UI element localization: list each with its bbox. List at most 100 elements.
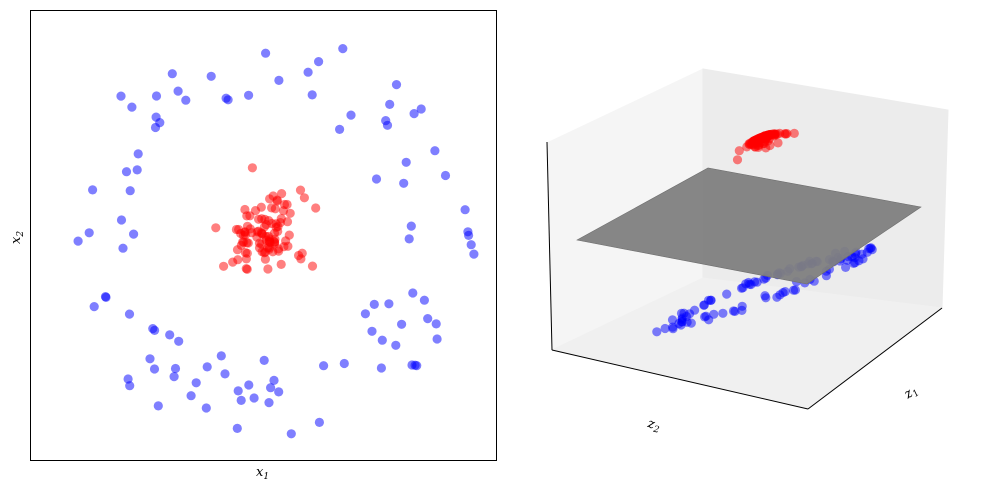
data-point-blue [125,186,135,196]
data-point-blue [121,167,132,177]
data-point-red [277,189,287,199]
data-point-red [264,236,274,246]
data-point-blue [191,378,201,388]
data-point-blue [431,319,441,329]
data-point-blue [407,360,417,370]
data-point-blue [173,86,183,96]
data-point-3d-red [789,128,799,138]
data-point-blue [221,93,231,103]
data-point-blue [360,309,370,319]
data-point-3d-blue [737,301,747,311]
scatter-2d-chart: x1 x2 [9,10,497,482]
data-point-3d-blue [730,306,740,316]
data-point-blue [416,104,426,114]
data-point-red [250,206,261,216]
data-point-blue [153,401,163,411]
data-point-blue [165,330,175,340]
data-point-red [211,223,221,233]
data-point-blue [201,403,211,413]
data-point-red [263,264,273,274]
data-point-blue [274,387,284,397]
data-point-red [247,163,257,173]
data-point-blue [186,391,196,401]
data-point-blue [129,229,139,239]
data-point-red [299,193,309,203]
data-point-blue [409,109,419,119]
data-point-3d-blue [759,274,769,284]
points-2d [73,44,479,439]
data-point-red [260,254,270,264]
data-point-blue [346,110,356,120]
data-point-3d-blue [660,323,670,334]
data-point-blue [73,236,83,246]
data-point-blue [216,351,226,361]
data-point-blue [151,91,162,101]
data-point-blue [430,146,440,156]
data-point-blue [338,44,348,54]
data-point-blue [116,91,126,101]
data-point-3d-blue [722,289,732,299]
data-point-red [242,248,252,258]
data-point-blue [202,362,212,372]
data-point-blue [376,363,386,373]
data-point-3d-blue [685,309,695,319]
data-point-3d-blue [841,262,851,272]
data-point-red [232,245,243,255]
data-point-3d-blue [652,327,662,337]
data-point-blue [339,358,349,369]
scatter-3d-chart: z2 z1 [546,68,949,436]
data-point-red [240,204,250,215]
data-point-3d-red [732,155,743,165]
data-point-3d-blue [760,291,770,301]
data-point-blue [382,120,393,130]
data-point-blue [206,71,216,81]
data-point-blue [132,165,142,175]
data-point-blue [266,383,276,393]
data-point-red [219,261,229,271]
data-point-red [276,259,286,269]
data-point-blue [286,429,296,439]
data-point-blue [440,170,451,181]
data-point-3d-blue [718,308,728,318]
data-point-blue [133,149,143,159]
data-point-blue [181,95,191,105]
data-point-blue [101,292,111,302]
data-point-blue [319,361,329,371]
data-point-blue [401,157,411,167]
data-point-blue [269,375,279,385]
data-point-blue [463,227,473,237]
data-point-blue [236,395,246,405]
data-point-3d-blue [790,285,801,295]
data-point-blue [151,112,161,122]
data-point-blue [314,417,324,427]
data-point-blue [367,326,377,336]
data-point-blue [469,249,479,259]
data-point-blue [399,178,409,188]
data-point-blue [261,48,271,58]
data-point-blue [145,354,155,364]
data-point-blue [460,205,470,215]
data-point-3d-blue [700,312,710,322]
data-point-3d-red [773,138,783,148]
data-point-blue [244,90,254,100]
z1-axis-label: z1 [901,383,922,405]
data-point-blue [423,314,433,324]
data-point-blue [84,228,94,238]
data-point-blue [88,185,98,195]
data-point-blue [167,69,177,79]
data-point-blue [408,288,418,298]
data-point-blue [244,380,254,390]
data-point-blue [406,221,416,231]
data-point-blue [377,335,387,345]
data-point-3d-blue [706,295,716,305]
data-point-3d-blue [858,254,868,264]
data-point-blue [335,124,345,134]
data-point-red [274,246,284,256]
data-point-blue [307,90,317,100]
data-point-red [242,264,252,274]
axis-line-z2 [551,349,809,410]
data-point-blue [404,234,414,244]
data-point-blue [127,102,137,112]
data-point-red [307,261,318,271]
data-point-red [279,199,290,210]
